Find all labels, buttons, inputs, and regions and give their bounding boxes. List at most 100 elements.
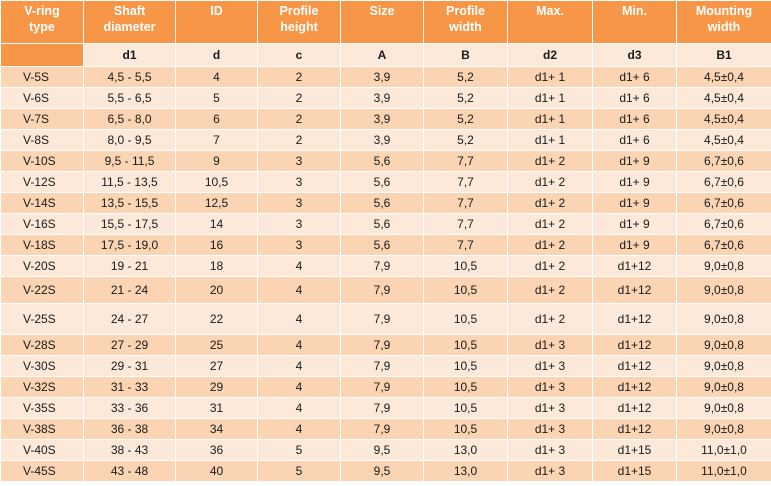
table-cell: 14	[175, 213, 258, 235]
table-cell: 11,5 - 13,5	[83, 171, 176, 193]
table-cell: 4,5 - 5,5	[83, 66, 176, 88]
table-cell: 5	[257, 460, 341, 482]
vring-type-cell: V-10S	[0, 150, 84, 172]
table-cell: 19 - 21	[83, 255, 176, 277]
table-cell: d1+ 2	[507, 276, 593, 304]
table-cell: 5,2	[423, 108, 508, 130]
table-cell: 13,0	[423, 460, 508, 482]
header-shaft-diameter: Shaft diameter	[83, 0, 176, 44]
table-cell: 5	[257, 439, 341, 461]
table-cell: 11,0±1,0	[676, 439, 771, 461]
table-cell: d1+ 3	[507, 397, 593, 419]
vring-type-cell: V-16S	[0, 213, 84, 235]
table-cell: 36 - 38	[83, 418, 176, 440]
table-cell: 2	[257, 108, 341, 130]
table-cell: 16	[175, 234, 258, 256]
vring-type-cell: V-40S	[0, 439, 84, 461]
table-cell: 7,7	[423, 171, 508, 193]
vring-type-cell: V-35S	[0, 397, 84, 419]
table-cell: 13,5 - 15,5	[83, 192, 176, 214]
table-cell: 4,5±0,4	[676, 129, 771, 151]
table-row: V-35S 33 - 36 31 4 7,9 10,5 d1+ 3 d1+12 9,0±0,8	[0, 397, 771, 419]
table-row: V-40S 38 - 43 36 5 9,5 13,0 d1+ 3 d1+15 11,0±1,0	[0, 439, 771, 461]
symbol-cell: c	[257, 43, 341, 67]
table-row: V-30S 29 - 31 27 4 7,9 10,5 d1+ 3 d1+12 9,0±0,8	[0, 355, 771, 377]
symbol-row: d1 d c A B d2 d3 B1	[0, 43, 771, 67]
header-row: V-ring type Shaft diameter ID Profile heigh…	[0, 0, 771, 44]
table-cell: 7,9	[340, 334, 424, 356]
vring-type-cell: V-20S	[0, 255, 84, 277]
table-row: V-38S 36 - 38 34 4 7,9 10,5 d1+ 3 d1+12 9,0±0,8	[0, 418, 771, 440]
symbol-cell: B	[423, 43, 508, 67]
vring-type-cell: V-30S	[0, 355, 84, 377]
table-cell: 17,5 - 19,0	[83, 234, 176, 256]
table-row: V-20S 19 - 21 18 4 7,9 10,5 d1+ 2 d1+12 9,0±0,8	[0, 255, 771, 277]
table-cell: 4	[257, 418, 341, 440]
table-cell: 4	[175, 66, 258, 88]
header-min: Min.	[592, 0, 677, 44]
vring-type-cell: V-38S	[0, 418, 84, 440]
table-row: V-8S 8,0 - 9,5 7 2 3,9 5,2 d1+ 1 d1+ 6 4,5±0,4	[0, 129, 771, 151]
table-cell: 7,9	[340, 418, 424, 440]
table-cell: d1+ 2	[507, 150, 593, 172]
symbol-cell: d2	[507, 43, 593, 67]
table-cell: 5,5 - 6,5	[83, 87, 176, 109]
table-cell: 6	[175, 108, 258, 130]
table-cell: 29 - 31	[83, 355, 176, 377]
table-cell: 3	[257, 192, 341, 214]
table-cell: d1+ 2	[507, 213, 593, 235]
table-cell: 7,9	[340, 303, 424, 335]
table-cell: 5,6	[340, 171, 424, 193]
vring-type-cell: V-12S	[0, 171, 84, 193]
table-cell: d1+ 3	[507, 460, 593, 482]
table-row: V-18S 17,5 - 19,0 16 3 5,6 7,7 d1+ 2 d1+ 9 6,7±0…	[0, 234, 771, 256]
table-cell: d1+ 6	[592, 66, 677, 88]
table-cell: 5,6	[340, 192, 424, 214]
table-cell: 3	[257, 234, 341, 256]
table-cell: 4	[257, 397, 341, 419]
table-row: V-5S 4,5 - 5,5 4 2 3,9 5,2 d1+ 1 d1+ 6 4,5±0,4	[0, 66, 771, 88]
table-cell: 4,5±0,4	[676, 87, 771, 109]
table-cell: 27 - 29	[83, 334, 176, 356]
table-cell: 4,5±0,4	[676, 66, 771, 88]
table-cell: 10,5	[423, 418, 508, 440]
table-cell: d1+ 9	[592, 213, 677, 235]
table-cell: 9,0±0,8	[676, 397, 771, 419]
table-row: V-16S 15,5 - 17,5 14 3 5,6 7,7 d1+ 2 d1+ 9 6,7±0…	[0, 213, 771, 235]
table-cell: d1+ 6	[592, 108, 677, 130]
table-cell: 5	[175, 87, 258, 109]
table-cell: d1+12	[592, 418, 677, 440]
table-cell: 6,7±0,6	[676, 192, 771, 214]
table-cell: d1+ 2	[507, 192, 593, 214]
header-profile-height: Profile height	[257, 0, 341, 44]
table-cell: d1+ 9	[592, 150, 677, 172]
table-cell: 3,9	[340, 108, 424, 130]
vring-type-cell: V-5S	[0, 66, 84, 88]
table-cell: d1+ 6	[592, 87, 677, 109]
table-cell: 9,0±0,8	[676, 334, 771, 356]
table-cell: 9,0±0,8	[676, 355, 771, 377]
vring-type-cell: V-7S	[0, 108, 84, 130]
table-cell: d1+ 3	[507, 334, 593, 356]
table-cell: 5,6	[340, 150, 424, 172]
table-cell: d1+12	[592, 397, 677, 419]
table-cell: 33 - 36	[83, 397, 176, 419]
vring-type-cell: V-25S	[0, 303, 84, 335]
table-row: V-6S 5,5 - 6,5 5 2 3,9 5,2 d1+ 1 d1+ 6 4,5±0,4	[0, 87, 771, 109]
table-cell: d1+ 1	[507, 108, 593, 130]
table-cell: 2	[257, 87, 341, 109]
table-cell: d1+ 3	[507, 418, 593, 440]
vring-type-cell: V-6S	[0, 87, 84, 109]
table-cell: 10,5	[175, 171, 258, 193]
table-cell: 20	[175, 276, 258, 304]
table-cell: 9,0±0,8	[676, 418, 771, 440]
table-row: V-10S 9,5 - 11,5 9 3 5,6 7,7 d1+ 2 d1+ 9 6,7±0,6	[0, 150, 771, 172]
header-max: Max.	[507, 0, 593, 44]
table-cell: 31	[175, 397, 258, 419]
table-cell: d1+ 9	[592, 171, 677, 193]
table-cell: 5,6	[340, 234, 424, 256]
table-cell: 6,7±0,6	[676, 171, 771, 193]
table-cell: d1+ 1	[507, 66, 593, 88]
table-cell: 10,5	[423, 276, 508, 304]
table-cell: 29	[175, 376, 258, 398]
